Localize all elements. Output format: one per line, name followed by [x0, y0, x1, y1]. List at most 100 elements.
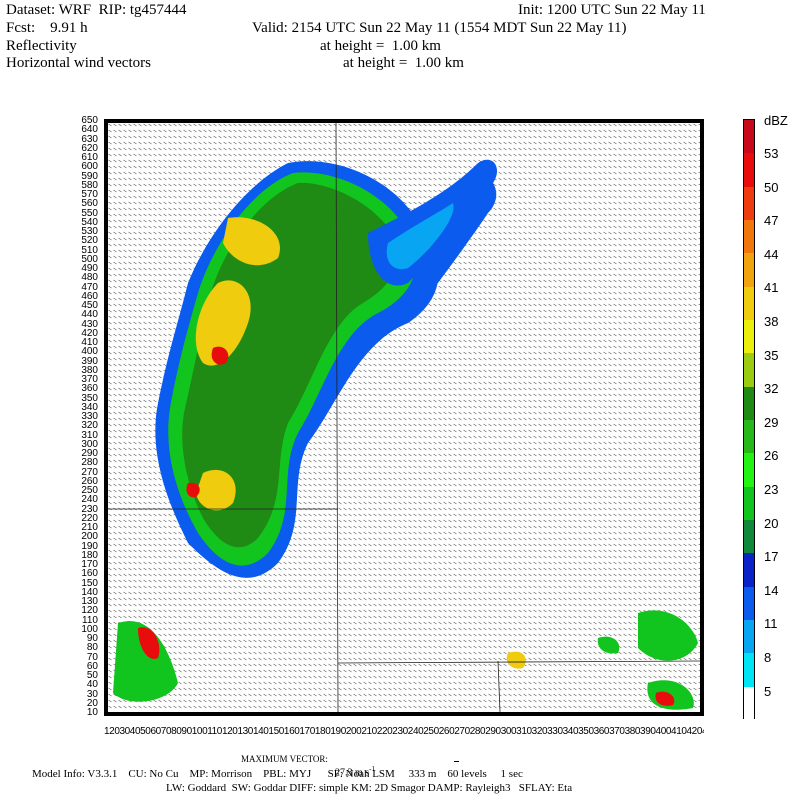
y-tick-label: 190 [81, 540, 98, 552]
y-tick-label: 220 [81, 512, 98, 524]
y-tick-label: 520 [81, 235, 98, 247]
y-tick-label: 630 [81, 133, 98, 145]
colorbar-swatch [744, 353, 754, 387]
y-tick-label: 80 [86, 642, 98, 654]
colorbar-unit: dBZ [764, 113, 788, 128]
y-tick-label: 250 [81, 485, 98, 496]
colorbar-label: 32 [764, 381, 779, 397]
y-tick-label: 200 [81, 531, 98, 543]
y-tick-label: 390 [81, 355, 98, 367]
colorbar-swatch [744, 686, 754, 720]
colorbar-swatch [744, 653, 754, 687]
colorbar-label: 17 [764, 549, 779, 565]
colorbar-swatch [744, 586, 754, 620]
colorbar-label: 41 [764, 280, 779, 296]
y-tick-label: 130 [81, 596, 98, 607]
model-info: Model Info: V3.3.1 CU: No Cu MP: Morriso… [32, 768, 523, 780]
y-tick-label: 330 [81, 411, 98, 422]
colorbar-label: 53 [764, 146, 779, 161]
colorbar-swatch [744, 519, 754, 554]
y-tick-label: 120 [81, 605, 98, 617]
y-tick-label: 370 [81, 374, 98, 385]
y-tick-label: 510 [81, 244, 98, 256]
y-tick-label: 500 [81, 253, 98, 265]
field-height: at height = 1.00 km [320, 38, 441, 54]
y-tick-label: 620 [81, 142, 98, 154]
y-tick-label: 600 [81, 161, 98, 173]
x-axis-labels: 1203040506070809010011012013014015016017… [104, 727, 704, 737]
colorbar-swatch [744, 619, 754, 654]
colorbar-swatch [744, 253, 754, 287]
forecast-hour: Fcst: 9.91 h [6, 20, 88, 36]
y-tick-label: 300 [81, 438, 98, 450]
colorbar-label: 23 [764, 482, 779, 497]
y-tick-label: 360 [81, 383, 98, 395]
y-axis: 650 640 630 620 610 600 590 580 570 560 550 540 530 5… [68, 115, 98, 718]
y-tick-label: 100 [81, 623, 98, 635]
colorbar-swatch [744, 120, 754, 154]
y-tick-label: 50 [86, 670, 98, 681]
y-tick-label: 30 [86, 688, 98, 700]
colorbar-swatch [744, 319, 754, 354]
y-tick-label: 170 [81, 559, 98, 570]
init-time: Init: 1200 UTC Sun 22 May 11 [518, 2, 706, 18]
y-tick-label: 480 [81, 272, 98, 284]
y-tick-label: 460 [81, 290, 98, 302]
y-tick-label: 110 [82, 614, 98, 626]
y-tick-label: 640 [81, 124, 98, 136]
y-tick-label: 490 [81, 263, 98, 274]
colorbar-swatch [744, 153, 754, 187]
y-tick-label: 400 [81, 346, 98, 358]
y-tick-label: 70 [86, 651, 98, 663]
vector-height: at height = 1.00 km [343, 55, 464, 71]
y-tick-label: 180 [81, 549, 98, 561]
y-tick-label: 10 [86, 707, 98, 718]
y-tick-label: 440 [81, 309, 98, 321]
y-tick-label: 150 [81, 577, 98, 589]
colorbar-swatch [744, 553, 754, 587]
colorbar-label: 8 [764, 650, 772, 665]
y-tick-label: 40 [86, 679, 98, 691]
max-vector-arrow [454, 761, 459, 762]
y-tick-label: 650 [81, 115, 98, 126]
colorbar-swatch [744, 486, 754, 520]
colorbar-swatch [744, 219, 754, 254]
colorbar-label: 5 [764, 683, 772, 699]
y-tick-label: 60 [86, 660, 98, 672]
y-tick-label: 20 [86, 697, 98, 709]
colorbar-label: 50 [764, 179, 779, 195]
y-tick-label: 140 [81, 586, 98, 598]
max-vector-value: 27.3 m s-1 [330, 754, 375, 778]
colorbar-label: 14 [764, 582, 779, 598]
colorbar-swatch [744, 186, 754, 220]
colorbar [743, 119, 755, 720]
colorbar-label: 20 [764, 515, 779, 531]
vector-field-name: Horizontal wind vectors [6, 55, 151, 71]
y-tick-label: 590 [81, 170, 98, 182]
y-tick-label: 540 [81, 216, 98, 228]
y-tick-label: 580 [81, 179, 98, 191]
boundaries [108, 123, 700, 712]
colorbar-label: 44 [764, 246, 779, 262]
y-tick-label: 410 [81, 337, 98, 348]
colorbar-label: 38 [764, 314, 779, 329]
y-tick-label: 560 [81, 198, 98, 210]
dataset-label: Dataset: WRF RIP: tg457444 [6, 2, 187, 18]
colorbar-swatch [744, 453, 754, 487]
y-tick-label: 270 [81, 466, 98, 478]
colorbar-label: 29 [764, 414, 779, 430]
max-vector-label: MAXIMUM VECTOR: [241, 754, 328, 764]
y-tick-label: 240 [81, 494, 98, 506]
reflectivity-map [104, 119, 704, 716]
y-tick-label: 420 [81, 327, 98, 339]
y-tick-label: 470 [81, 281, 98, 293]
colorbar-label: 47 [764, 213, 779, 229]
colorbar-label: 35 [764, 347, 779, 363]
y-tick-label: 610 [81, 152, 98, 163]
y-tick-label: 280 [81, 457, 98, 469]
y-tick-label: 160 [81, 568, 98, 580]
valid-time: Valid: 2154 UTC Sun 22 May 11 (1554 MDT … [252, 20, 627, 36]
y-tick-label: 350 [81, 392, 98, 404]
colorbar-swatch [744, 419, 754, 454]
y-tick-label: 550 [81, 207, 98, 219]
